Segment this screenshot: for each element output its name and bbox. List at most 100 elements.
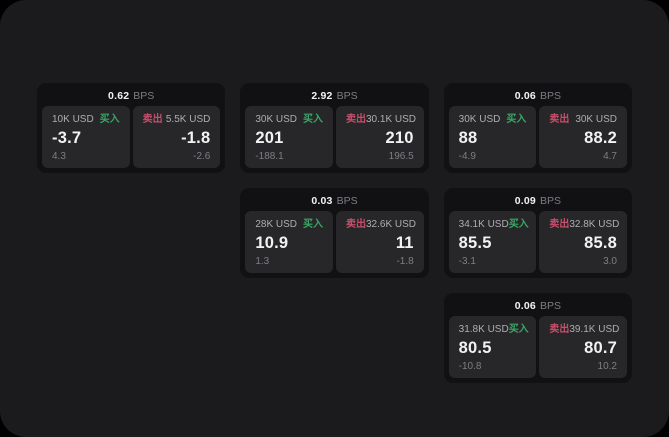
card-header: 2.92 BPS [240, 83, 428, 106]
buy-label: 买入 [508, 324, 529, 335]
sell-price: -1.8 [181, 129, 211, 147]
card-column-2: 2.92 BPS 30K USD 买入 201 -188.1 卖出 30.1K … [240, 83, 429, 278]
card-header: 0.06 BPS [444, 293, 632, 316]
buy-quote-cell[interactable]: 30K USD 买入 88 -4.9 [448, 106, 537, 168]
buy-amount: 30K USD [458, 114, 501, 125]
quote-card: 0.06 BPS 30K USD 买入 88 -4.9 卖出 30K USD 8… [443, 83, 632, 173]
sell-quote-cell[interactable]: 卖出 5.5K USD -1.8 -2.6 [132, 106, 221, 168]
sell-change: -1.8 [396, 256, 414, 267]
card-column-1: 0.62 BPS 10K USD 买入 -3.7 4.3 卖出 5.5K USD… [37, 83, 226, 173]
card-header: 0.06 BPS [444, 83, 632, 106]
buy-quote-cell[interactable]: 10K USD 买入 -3.7 4.3 [42, 106, 130, 168]
card-column-3: 0.06 BPS 30K USD 买入 88 -4.9 卖出 30K USD 8… [443, 83, 632, 383]
card-header: 0.03 BPS [240, 188, 428, 211]
buy-quote-cell[interactable]: 31.8K USD 买入 80.5 -10.8 [448, 316, 537, 378]
sell-amount: 30K USD [575, 114, 617, 125]
buy-label: 买入 [303, 219, 323, 230]
buy-label: 买入 [303, 114, 323, 125]
sell-cell-header: 卖出 32.6K USD [346, 219, 417, 231]
bps-value: 0.62 [108, 89, 130, 102]
buy-label: 买入 [508, 219, 529, 230]
bps-value: 0.03 [311, 194, 333, 207]
buy-cell-header: 30K USD 买入 [255, 114, 323, 126]
sell-price: 88.2 [584, 129, 617, 147]
buy-quote-cell[interactable]: 28K USD 买入 10.9 1.3 [245, 211, 333, 273]
buy-cell-header: 31.8K USD 买入 [458, 324, 529, 336]
sell-cell-header: 卖出 30K USD [549, 114, 617, 126]
sell-quote-cell[interactable]: 卖出 30K USD 88.2 4.7 [539, 106, 627, 168]
buy-price: 80.5 [458, 339, 492, 357]
bps-value: 0.09 [514, 194, 536, 207]
sell-cell-header: 卖出 30.1K USD [346, 114, 417, 126]
sell-quote-cell[interactable]: 卖出 30.1K USD 210 196.5 [336, 106, 424, 168]
sell-amount: 30.1K USD [366, 114, 417, 125]
buy-cell-header: 28K USD 买入 [255, 219, 323, 231]
quote-card: 0.03 BPS 28K USD 买入 10.9 1.3 卖出 32.6K US… [240, 188, 429, 278]
buy-amount: 28K USD [255, 219, 298, 230]
buy-amount: 30K USD [255, 114, 298, 125]
buy-change: -188.1 [255, 151, 284, 162]
buy-label: 买入 [506, 114, 527, 125]
quote-card: 0.09 BPS 34.1K USD 买入 85.5 -3.1 卖出 32.8K… [443, 188, 632, 278]
sell-cell-header: 卖出 32.8K USD [549, 219, 620, 231]
buy-change: 1.3 [255, 256, 270, 267]
buy-change: 4.3 [52, 151, 66, 162]
sell-change: 196.5 [388, 151, 414, 162]
buy-label: 买入 [99, 114, 120, 125]
sell-label: 卖出 [142, 114, 163, 125]
buy-price: 85.5 [458, 234, 492, 252]
sell-amount: 32.6K USD [366, 219, 417, 230]
bps-value: 0.06 [514, 89, 536, 102]
card-header: 0.62 BPS [37, 83, 225, 106]
sell-price: 11 [395, 234, 414, 252]
sell-change: 4.7 [603, 151, 617, 162]
card-body: 10K USD 买入 -3.7 4.3 卖出 5.5K USD -1.8 -2.… [42, 106, 221, 168]
sell-quote-cell[interactable]: 卖出 32.6K USD 11 -1.8 [336, 211, 424, 273]
quote-card: 2.92 BPS 30K USD 买入 201 -188.1 卖出 30.1K … [240, 83, 429, 173]
buy-cell-header: 34.1K USD 买入 [458, 219, 529, 231]
buy-cell-header: 30K USD 买入 [459, 114, 527, 126]
sell-price: 85.8 [584, 234, 617, 252]
bps-unit-label: BPS [336, 89, 358, 102]
sell-label: 卖出 [346, 114, 366, 125]
sell-quote-cell[interactable]: 卖出 32.8K USD 85.8 3.0 [539, 211, 627, 273]
buy-price: 201 [255, 129, 284, 147]
card-body: 30K USD 买入 201 -188.1 卖出 30.1K USD 210 1… [245, 106, 424, 168]
buy-quote-cell[interactable]: 30K USD 买入 201 -188.1 [245, 106, 333, 168]
sell-cell-header: 卖出 5.5K USD [143, 114, 211, 126]
buy-change: -10.8 [458, 361, 482, 372]
cards-grid: 0.62 BPS 10K USD 买入 -3.7 4.3 卖出 5.5K USD… [37, 83, 632, 383]
sell-change: -2.6 [193, 151, 211, 162]
sell-label: 卖出 [346, 219, 366, 230]
bps-unit-label: BPS [133, 89, 155, 102]
buy-amount: 10K USD [52, 114, 94, 125]
bps-unit-label: BPS [539, 89, 561, 102]
bps-unit-label: BPS [539, 194, 561, 207]
sell-price: 80.7 [584, 339, 617, 357]
buy-price: 10.9 [255, 234, 289, 252]
sell-amount: 5.5K USD [165, 114, 211, 125]
sell-change: 10.2 [597, 361, 617, 372]
buy-quote-cell[interactable]: 34.1K USD 买入 85.5 -3.1 [448, 211, 537, 273]
sell-price: 210 [385, 129, 414, 147]
sell-label: 卖出 [549, 114, 570, 125]
card-body: 34.1K USD 买入 85.5 -3.1 卖出 32.8K USD 85.8… [448, 211, 627, 273]
buy-amount: 31.8K USD [458, 324, 509, 335]
sell-amount: 32.8K USD [569, 219, 620, 230]
card-header: 0.09 BPS [444, 188, 632, 211]
buy-change: -3.1 [458, 256, 476, 267]
sell-change: 3.0 [603, 256, 617, 267]
buy-price: 88 [458, 129, 478, 147]
card-body: 31.8K USD 买入 80.5 -10.8 卖出 39.1K USD 80.… [448, 316, 627, 378]
card-body: 30K USD 买入 88 -4.9 卖出 30K USD 88.2 4.7 [448, 106, 627, 168]
buy-cell-header: 10K USD 买入 [52, 114, 120, 126]
buy-amount: 34.1K USD [458, 219, 509, 230]
quote-card: 0.06 BPS 31.8K USD 买入 80.5 -10.8 卖出 39.1… [443, 293, 632, 383]
sell-quote-cell[interactable]: 卖出 39.1K USD 80.7 10.2 [539, 316, 627, 378]
sell-label: 卖出 [549, 324, 570, 335]
sell-label: 卖出 [549, 219, 570, 230]
sell-amount: 39.1K USD [569, 324, 620, 335]
quote-card: 0.62 BPS 10K USD 买入 -3.7 4.3 卖出 5.5K USD… [37, 83, 226, 173]
buy-price: -3.7 [52, 129, 82, 147]
